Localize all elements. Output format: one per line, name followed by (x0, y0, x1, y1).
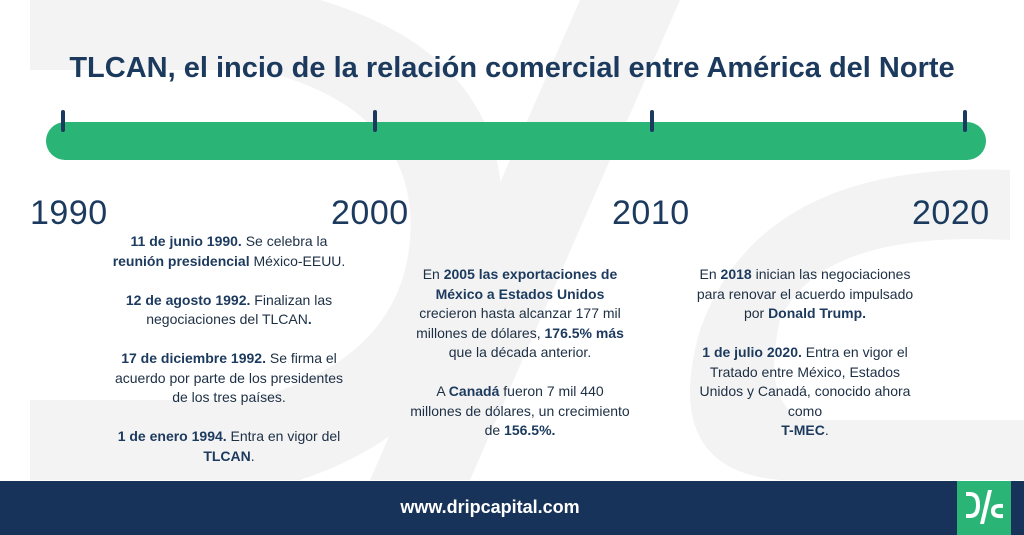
page-title: TLCAN, el incio de la relación comercial… (69, 52, 955, 84)
year-2000: 2000 (331, 194, 409, 232)
year-2020: 2020 (912, 194, 990, 232)
event-paragraph: 11 de junio 1990. Se celebra la reunión … (112, 233, 346, 269)
timeline-bar (46, 122, 986, 160)
timeline-tick-2020 (963, 110, 967, 132)
event-paragraph: En 2005 las exportaciones de México a Es… (416, 266, 624, 360)
year-2010: 2010 (612, 194, 690, 232)
year-1990: 1990 (30, 194, 108, 232)
footer-bar: www.dripcapital.com (0, 481, 1024, 535)
website-link[interactable]: www.dripcapital.com (400, 497, 580, 517)
timeline-tick-2000 (373, 110, 377, 132)
event-paragraph: 1 de enero 1994. Entra en vigor del TLCA… (117, 428, 341, 464)
event-paragraph: 12 de agosto 1992. Finalizan las negocia… (125, 291, 333, 328)
timeline-tick-2010 (650, 110, 654, 132)
watermark-logo-icon (30, 0, 1024, 480)
events-2000s: En 2005 las exportaciones de México a Es… (410, 265, 630, 441)
timeline-tick-1990 (61, 110, 65, 132)
event-paragraph: 1 de julio 2020. Entra en vigor el Trata… (699, 344, 911, 438)
event-paragraph: A Canadá fueron 7 mil 440 millones de dó… (410, 383, 630, 438)
events-2010s: En 2018 inician las negociaciones para r… (690, 265, 920, 441)
dripcapital-logo-icon (957, 481, 1011, 535)
events-1990s: 11 de junio 1990. Se celebra la reunión … (110, 232, 348, 466)
event-paragraph: En 2018 inician las negociaciones para r… (696, 266, 914, 321)
event-paragraph: 17 de diciembre 1992. Se firma el acuerd… (114, 350, 344, 405)
